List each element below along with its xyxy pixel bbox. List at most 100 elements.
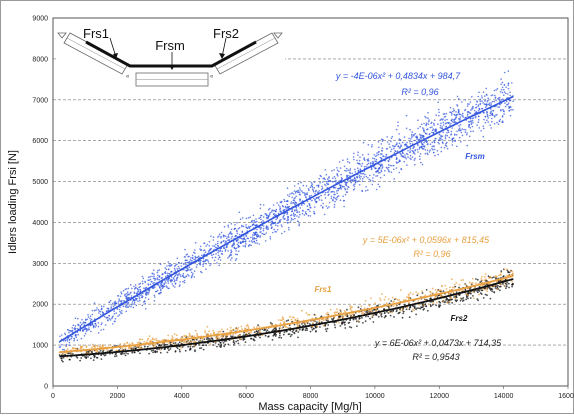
data-point [306,200,309,203]
data-point [489,124,492,126]
data-point [174,269,176,272]
data-point [64,332,66,335]
data-point [255,239,258,242]
data-point [299,213,301,216]
data-point [360,305,363,307]
data-point [375,188,378,191]
x-tick-label: 6000 [238,393,254,400]
data-point [267,216,269,219]
data-point [369,179,372,182]
data-point [287,222,289,224]
data-point [380,138,383,140]
data-point [508,107,510,109]
data-point [465,116,467,119]
data-point [216,247,218,249]
data-point [476,298,479,300]
data-point [408,296,410,299]
data-point [210,337,213,339]
data-point [455,282,458,284]
data-point [354,181,357,184]
data-point [288,195,291,198]
data-point [108,318,111,320]
data-point [199,248,201,250]
data-point [187,339,189,342]
data-point [202,344,205,346]
data-point [482,125,485,127]
data-point [155,337,158,340]
data-point [508,109,511,112]
data-point [380,313,383,315]
data-point [484,293,487,296]
data-point [237,250,240,253]
data-point [510,106,512,108]
data-point [163,339,165,342]
data-point [134,284,137,286]
data-point [77,333,79,336]
y-tick-label: 7000 [32,97,48,104]
data-point [237,327,240,329]
data-point [326,207,329,209]
data-point [431,141,434,144]
data-point [226,237,228,240]
data-point [450,130,453,133]
data-point [333,193,336,196]
data-point [317,184,320,186]
data-point [179,274,182,276]
data-point [205,338,208,340]
data-point [420,306,423,309]
data-point [486,103,488,105]
data-point [263,233,266,236]
data-point [477,119,480,121]
data-point [475,107,477,109]
data-point [433,119,436,121]
data-point [498,96,501,99]
data-point [405,152,408,155]
data-point [336,192,338,194]
data-point [230,254,232,256]
data-point [390,310,393,313]
data-point [377,140,380,143]
data-point [405,127,408,130]
data-point [487,117,490,119]
x-tick-label: 4000 [174,393,190,400]
data-point [457,98,460,100]
data-point [436,301,438,304]
data-point [445,145,448,147]
data-point [468,103,470,105]
data-point [417,292,420,295]
data-point [127,347,130,350]
data-point [500,270,503,273]
data-point [194,249,196,251]
data-point [312,189,315,192]
data-point [351,313,354,316]
data-point [395,144,397,146]
data-point [279,322,282,325]
data-point [315,189,317,192]
data-point [253,331,256,334]
data-point [89,320,92,322]
data-point [381,149,383,152]
data-point [421,303,424,306]
data-point [104,354,107,356]
data-point [372,157,374,159]
data-point [74,335,77,337]
data-point [123,300,126,302]
data-point [141,296,144,299]
data-point [453,287,455,289]
data-point [174,282,177,285]
data-point [82,329,84,331]
data-point [442,121,445,124]
data-point [74,325,77,327]
data-point [409,147,412,149]
data-point [253,220,255,222]
data-point [359,156,361,158]
data-point [379,156,382,159]
data-point [292,214,295,216]
data-point [410,138,412,140]
data-point [186,267,189,269]
data-point [424,140,426,142]
data-point [251,236,254,238]
data-point [334,177,337,180]
data-point [217,251,219,254]
data-point [333,324,336,326]
